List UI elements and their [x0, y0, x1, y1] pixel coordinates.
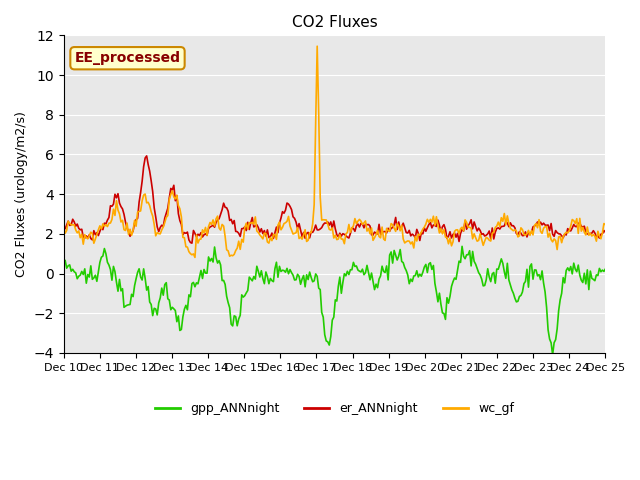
gpp_ANNnight: [602, 266, 609, 272]
gpp_ANNnight: [548, 352, 556, 358]
gpp_ANNnight: [126, 301, 134, 307]
er_ANNnight: [252, 223, 259, 229]
gpp_ANNnight: [458, 243, 466, 249]
Title: CO2 Fluxes: CO2 Fluxes: [292, 15, 378, 30]
er_ANNnight: [126, 233, 134, 239]
er_ANNnight: [243, 228, 250, 233]
wc_gf: [223, 247, 230, 252]
Y-axis label: CO2 Fluxes (urology/m2/s): CO2 Fluxes (urology/m2/s): [15, 111, 28, 277]
wc_gf: [60, 224, 67, 230]
wc_gf: [602, 222, 609, 228]
wc_gf: [575, 230, 582, 236]
gpp_ANNnight: [297, 281, 305, 287]
Line: gpp_ANNnight: gpp_ANNnight: [63, 246, 605, 355]
gpp_ANNnight: [575, 262, 582, 268]
er_ANNnight: [143, 153, 150, 159]
er_ANNnight: [60, 226, 67, 231]
Legend: gpp_ANNnight, er_ANNnight, wc_gf: gpp_ANNnight, er_ANNnight, wc_gf: [150, 397, 519, 420]
er_ANNnight: [300, 229, 307, 235]
Line: er_ANNnight: er_ANNnight: [63, 156, 605, 243]
Line: wc_gf: wc_gf: [63, 46, 605, 257]
gpp_ANNnight: [60, 263, 67, 269]
gpp_ANNnight: [248, 278, 256, 284]
wc_gf: [314, 43, 321, 49]
wc_gf: [298, 236, 306, 242]
er_ANNnight: [575, 220, 582, 226]
er_ANNnight: [188, 240, 196, 246]
wc_gf: [250, 221, 258, 227]
gpp_ANNnight: [221, 281, 229, 287]
wc_gf: [191, 254, 199, 260]
wc_gf: [126, 227, 134, 232]
gpp_ANNnight: [239, 294, 247, 300]
wc_gf: [241, 225, 248, 230]
Text: EE_processed: EE_processed: [74, 51, 180, 65]
er_ANNnight: [602, 229, 609, 235]
er_ANNnight: [224, 208, 232, 214]
